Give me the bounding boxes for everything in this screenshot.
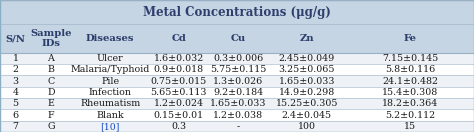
Text: 15.4±0.308: 15.4±0.308 [382, 88, 438, 97]
Text: 5.8±0.116: 5.8±0.116 [385, 65, 435, 74]
Text: 1.65±0.033: 1.65±0.033 [210, 99, 266, 108]
Bar [0, 87, 474, 98]
Text: Ulcer: Ulcer [97, 54, 124, 63]
Text: 1: 1 [12, 54, 18, 63]
Text: 0.3±0.006: 0.3±0.006 [213, 54, 264, 63]
Text: S/N: S/N [5, 34, 26, 43]
Text: Cu: Cu [230, 34, 246, 43]
Text: 2.45±0.049: 2.45±0.049 [279, 54, 335, 63]
Text: 1.2±0.038: 1.2±0.038 [213, 110, 263, 119]
Text: 5.2±0.112: 5.2±0.112 [385, 110, 435, 119]
Text: 14.9±0.298: 14.9±0.298 [279, 88, 335, 97]
Text: Fe: Fe [403, 34, 417, 43]
Text: 7: 7 [12, 122, 18, 131]
Text: C: C [47, 77, 55, 86]
Bar [0, 109, 474, 121]
Text: Malaria/Typhoid: Malaria/Typhoid [71, 65, 150, 74]
Text: 100: 100 [298, 122, 316, 131]
Bar [0, 64, 474, 75]
Text: 7.15±0.145: 7.15±0.145 [382, 54, 438, 63]
Text: 4: 4 [12, 88, 18, 97]
Text: 5.75±0.115: 5.75±0.115 [210, 65, 266, 74]
Text: 1.2±0.024: 1.2±0.024 [154, 99, 204, 108]
Text: 1.65±0.033: 1.65±0.033 [279, 77, 335, 86]
Text: 1.6±0.032: 1.6±0.032 [154, 54, 204, 63]
Bar [0, 121, 474, 132]
Bar [0, 0, 474, 24]
Text: Metal Concentrations (μg/g): Metal Concentrations (μg/g) [143, 6, 331, 19]
Text: 15: 15 [404, 122, 416, 131]
Text: 2: 2 [12, 65, 18, 74]
Text: 18.2±0.364: 18.2±0.364 [382, 99, 438, 108]
Text: Rheumatism: Rheumatism [80, 99, 140, 108]
Text: -: - [237, 122, 240, 131]
Text: 5: 5 [12, 99, 18, 108]
Text: 6: 6 [12, 110, 18, 119]
Bar [0, 24, 474, 53]
Text: D: D [47, 88, 55, 97]
Text: Blank: Blank [96, 110, 124, 119]
Text: 9.2±0.184: 9.2±0.184 [213, 88, 263, 97]
Bar [0, 98, 474, 109]
Text: 3.25±0.065: 3.25±0.065 [279, 65, 335, 74]
Text: Pile: Pile [101, 77, 119, 86]
Text: Diseases: Diseases [86, 34, 135, 43]
Text: [10]: [10] [100, 122, 120, 131]
Text: 0.15±0.01: 0.15±0.01 [154, 110, 204, 119]
Text: E: E [47, 99, 55, 108]
Text: Sample
IDs: Sample IDs [30, 29, 72, 48]
Text: 0.75±0.015: 0.75±0.015 [151, 77, 207, 86]
Text: 1.3±0.026: 1.3±0.026 [213, 77, 264, 86]
Bar [0, 75, 474, 87]
Text: G: G [47, 122, 55, 131]
Text: 0.3: 0.3 [172, 122, 186, 131]
Text: F: F [48, 110, 54, 119]
Text: A: A [47, 54, 55, 63]
Text: 24.1±0.482: 24.1±0.482 [382, 77, 438, 86]
Bar [0, 53, 474, 64]
Text: Zn: Zn [300, 34, 314, 43]
Text: Cd: Cd [172, 34, 186, 43]
Text: 2.4±0.045: 2.4±0.045 [282, 110, 332, 119]
Text: 3: 3 [12, 77, 18, 86]
Text: 0.9±0.018: 0.9±0.018 [154, 65, 204, 74]
Text: 5.65±0.113: 5.65±0.113 [151, 88, 207, 97]
Text: B: B [47, 65, 55, 74]
Text: Infection: Infection [89, 88, 132, 97]
Text: 15.25±0.305: 15.25±0.305 [276, 99, 338, 108]
